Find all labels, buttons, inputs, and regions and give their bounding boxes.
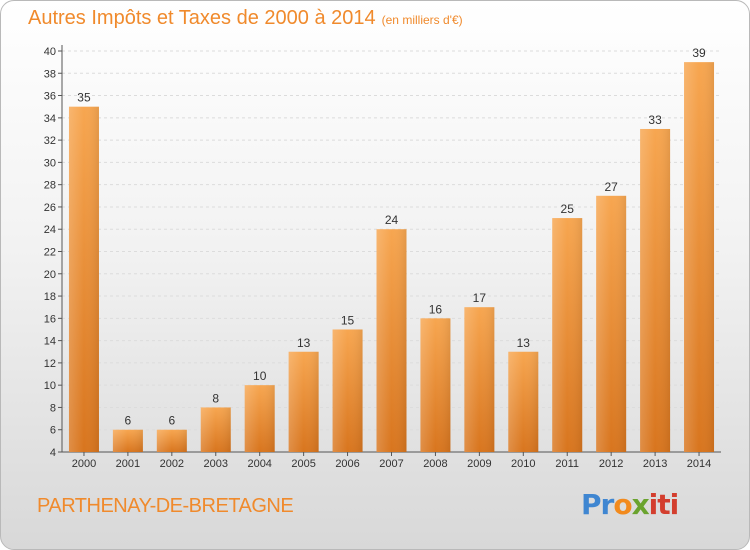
data-label: 17 (473, 291, 487, 305)
y-tick-label: 26 (44, 202, 56, 214)
proxiti-logo[interactable]: Proxiti (581, 488, 680, 521)
logo-part: Pr (581, 488, 614, 521)
x-tick-label: 2013 (643, 458, 667, 470)
x-tick-label: 2003 (204, 458, 228, 470)
y-tick-label: 28 (44, 180, 56, 192)
data-label: 13 (297, 336, 311, 350)
data-label: 16 (429, 302, 443, 316)
labels: 4 6 8 10 12 14 16 18 20 22 24 26 28 30 32 34 36 38 40 35 200… (44, 46, 712, 470)
data-label: 35 (77, 91, 91, 105)
y-tick-label: 36 (44, 91, 56, 103)
y-tick-label: 38 (44, 68, 56, 80)
bar-shine (68, 106, 99, 452)
data-label: 10 (253, 369, 267, 383)
x-tick-label: 2009 (467, 458, 491, 470)
y-tick-label: 4 (50, 447, 56, 459)
y-tick-label: 20 (44, 269, 56, 281)
bar-shine (112, 429, 143, 452)
data-label: 15 (341, 313, 355, 327)
x-tick-label: 2006 (335, 458, 359, 470)
y-tick-label: 12 (44, 358, 56, 370)
bar-shine (156, 429, 187, 452)
x-tick-label: 2011 (555, 458, 579, 470)
logo-part: x (631, 488, 650, 521)
data-label: 8 (212, 391, 219, 405)
logo-part: iti (648, 488, 680, 521)
x-tick-label: 2000 (72, 458, 96, 470)
x-tick-label: 2010 (511, 458, 535, 470)
data-label: 39 (692, 46, 706, 60)
bar-shine (508, 351, 539, 452)
x-tick-label: 2007 (379, 458, 403, 470)
data-label: 24 (385, 213, 399, 227)
bar-shine (200, 407, 231, 452)
y-tick-label: 34 (44, 113, 56, 125)
y-tick-label: 14 (44, 336, 56, 348)
y-tick-label: 18 (44, 291, 56, 303)
x-tick-label: 2002 (160, 458, 184, 470)
bar-shine (244, 385, 275, 452)
data-label: 25 (561, 202, 575, 216)
y-tick-label: 22 (44, 247, 56, 259)
x-tick-label: 2014 (687, 458, 711, 470)
data-label: 33 (648, 113, 662, 127)
bar-shine (332, 329, 363, 452)
chart-title: Autres Impôts et Taxes de 2000 à 2014 (en… (28, 7, 463, 30)
y-tick-label: 40 (44, 46, 56, 58)
data-label: 6 (168, 414, 175, 428)
y-tick-label: 16 (44, 313, 56, 325)
data-label: 27 (604, 180, 618, 194)
y-tick-label: 24 (44, 224, 56, 236)
y-tick-label: 30 (44, 157, 56, 169)
x-tick-label: 2004 (247, 458, 271, 470)
chart-title-text: Autres Impôts et Taxes de 2000 à 2014 (28, 7, 376, 29)
bar-shine (640, 128, 671, 452)
bar-shine (420, 318, 451, 452)
x-tick-label: 2005 (291, 458, 315, 470)
y-tick-label: 8 (50, 402, 56, 414)
bars (68, 62, 715, 453)
bar-shine (684, 62, 715, 453)
bar-shine (596, 195, 627, 453)
y-tick-label: 6 (50, 425, 56, 437)
y-tick-label: 10 (44, 380, 56, 392)
city-name: PARTHENAY-DE-BRETAGNE (37, 495, 294, 517)
bar-shine (464, 307, 495, 452)
bar-shine (552, 218, 583, 452)
logo-part: o (613, 488, 632, 521)
y-tick-label: 32 (44, 135, 56, 147)
bar-shine (376, 229, 407, 452)
data-label: 6 (125, 414, 132, 428)
bar-shine (288, 351, 319, 452)
x-tick-label: 2001 (116, 458, 140, 470)
chart-title-unit: (en milliers d'€) (381, 13, 463, 27)
x-tick-label: 2008 (423, 458, 447, 470)
data-label: 13 (517, 336, 531, 350)
x-tick-label: 2012 (599, 458, 623, 470)
